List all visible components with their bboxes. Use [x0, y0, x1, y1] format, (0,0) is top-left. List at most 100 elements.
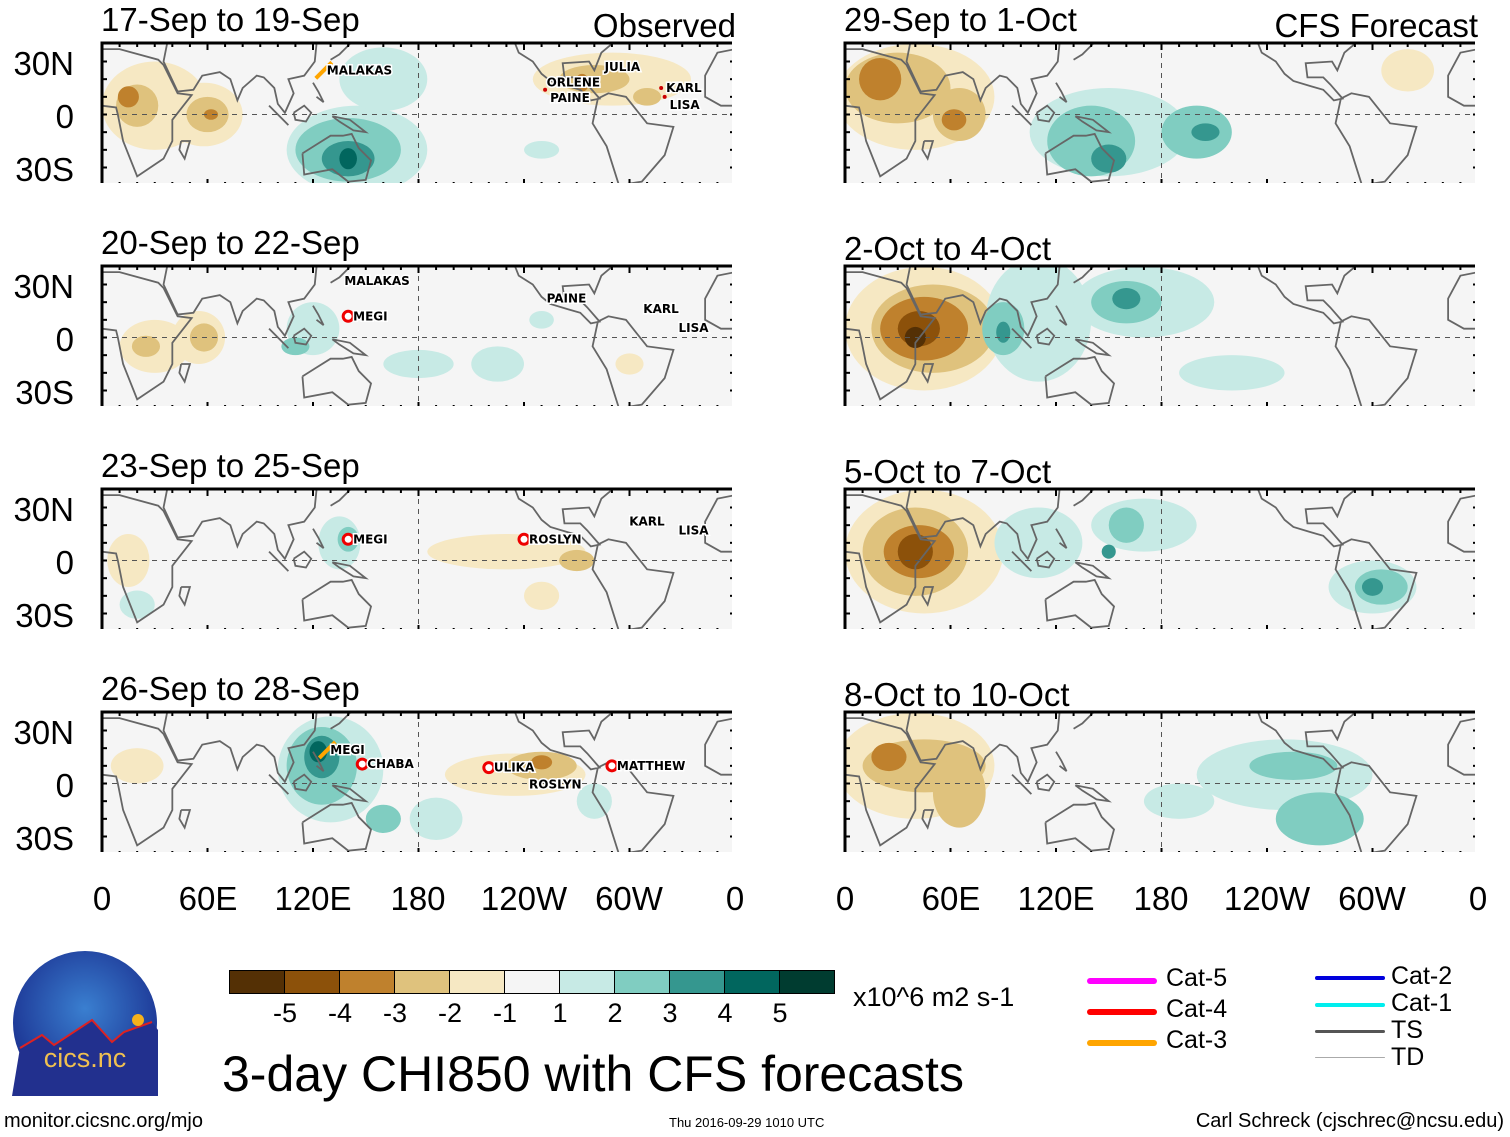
lat-tick: 30S — [15, 597, 74, 634]
colorbar-swatch — [560, 971, 615, 993]
lat-tick: 30N — [13, 268, 74, 305]
coastline — [1257, 43, 1356, 102]
lon-tick: 60E — [178, 880, 238, 917]
anomaly-region — [110, 748, 164, 784]
hurricane-icon — [517, 532, 531, 546]
anomaly-region — [1361, 578, 1384, 596]
coastline — [301, 355, 373, 406]
anomaly-region — [383, 349, 454, 379]
anomaly-region — [1101, 544, 1116, 559]
lat-tick: 0 — [55, 767, 74, 804]
legend-line — [1315, 1057, 1385, 1058]
coastline — [162, 489, 318, 561]
coastline — [330, 489, 351, 507]
storm-label: MEGI — [353, 309, 387, 323]
storm-marker — [543, 87, 548, 92]
coastline — [514, 712, 613, 771]
lat-tick: 30N — [13, 491, 74, 528]
coastline — [331, 561, 369, 580]
forecast-header: CFS Forecast — [1274, 7, 1478, 44]
coastline — [905, 489, 1061, 561]
coastline — [301, 801, 373, 852]
coastline — [312, 82, 325, 103]
storm-label: LISA — [678, 523, 709, 537]
anomaly-region — [365, 804, 401, 833]
lat-tick: 30S — [15, 151, 74, 188]
coastline — [1074, 561, 1112, 580]
coastline — [845, 271, 937, 401]
legend-line — [1087, 978, 1157, 984]
storm-label: ORLENE — [547, 76, 601, 90]
coastline — [178, 140, 192, 161]
colorbar-swatch — [230, 971, 285, 993]
coastline — [1073, 712, 1094, 730]
colorbar-swatch — [505, 971, 560, 993]
map-frame — [100, 264, 732, 406]
lon-tick: 0 — [835, 880, 855, 917]
anomaly-region — [994, 507, 1083, 579]
coastline — [1257, 266, 1356, 325]
coastline — [1044, 132, 1116, 183]
coastline — [514, 43, 613, 102]
legend-line — [1087, 1009, 1157, 1015]
coastline — [1447, 271, 1475, 330]
hurricane-icon — [605, 759, 619, 773]
map-frame — [843, 264, 1475, 406]
timestamp: Thu 2016-09-29 1010 UTC — [669, 1115, 825, 1130]
coastline — [162, 712, 318, 784]
anomaly-region — [107, 534, 150, 587]
storm-label: MALAKAS — [327, 63, 392, 77]
anomaly-region — [996, 321, 1011, 343]
coastline — [1074, 784, 1112, 803]
coastline — [1035, 104, 1056, 123]
anomaly-region — [339, 47, 428, 111]
coastline — [1011, 551, 1033, 572]
coastline — [1055, 82, 1068, 103]
panel-title: 2-Oct to 4-Oct — [844, 230, 1052, 267]
coastline — [331, 115, 369, 134]
coastline — [845, 48, 937, 178]
coastline — [102, 48, 194, 178]
legend-line — [1315, 1030, 1385, 1033]
storm-label: MATTHEW — [617, 759, 685, 773]
anomaly-region — [117, 86, 139, 108]
anomaly-region — [524, 581, 560, 610]
legend-line — [1087, 1040, 1157, 1046]
coastline — [330, 43, 351, 61]
colorbar-tick: 1 — [552, 998, 568, 1028]
lon-tick: 0 — [92, 880, 112, 917]
coastline — [1073, 266, 1094, 284]
coastline — [704, 48, 732, 107]
map-frame — [843, 41, 1475, 183]
anomaly-region — [941, 109, 967, 131]
lon-tick: 60E — [921, 880, 981, 917]
url-link[interactable]: monitor.cicsnc.org/mjo — [4, 1110, 203, 1132]
anomaly-region — [615, 353, 644, 375]
anomaly-region — [131, 335, 161, 357]
lon-tick: 120W — [480, 880, 568, 917]
anomaly-region — [871, 742, 907, 772]
map-panel — [843, 710, 1475, 852]
storm-label: KARL — [629, 515, 665, 529]
coastline — [514, 489, 613, 548]
legend-label: Cat-2 — [1391, 962, 1453, 990]
coastline — [514, 266, 613, 325]
coastline — [1257, 712, 1356, 771]
map-frame — [843, 710, 1475, 852]
storm-label: CHABA — [367, 757, 414, 771]
colorbar-swatch — [670, 971, 725, 993]
lon-tick: 180 — [1133, 880, 1189, 917]
anomaly-region — [576, 783, 612, 819]
coastline — [704, 717, 732, 776]
coastline — [704, 271, 732, 330]
storm-label: LISA — [678, 321, 709, 335]
coastline — [102, 494, 194, 624]
hurricane-icon — [341, 309, 355, 323]
lon-tick: 120E — [1017, 880, 1095, 917]
coastline — [1055, 528, 1068, 549]
coastline — [1334, 538, 1418, 629]
anomaly-region — [339, 148, 357, 170]
legend-label: Cat-1 — [1391, 989, 1453, 1017]
storm-label: LISA — [670, 98, 701, 112]
coastline — [921, 363, 935, 384]
